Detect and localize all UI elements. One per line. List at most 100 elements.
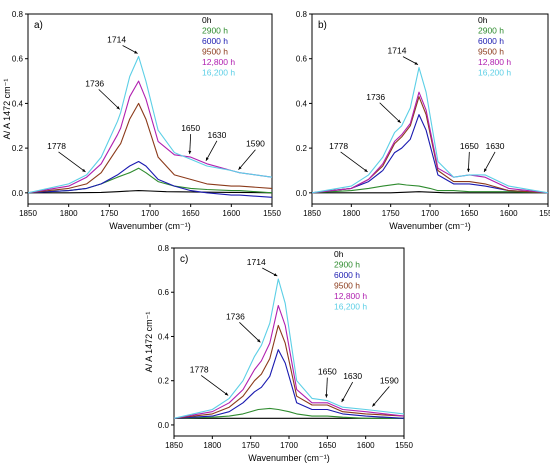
- peak-annotation: 1714: [388, 46, 407, 56]
- y-axis-label: A/ A 1472 cm⁻¹: [144, 312, 154, 373]
- plot-frame: [173, 247, 405, 437]
- annotation-arrowhead: [257, 339, 261, 343]
- series-line-9500h: [173, 324, 405, 419]
- y-tick-label: 0.0: [158, 421, 170, 430]
- peak-annotation: 1630: [207, 130, 226, 140]
- x-axis-label: Wavenumber (cm⁻¹): [109, 221, 190, 231]
- series-line-16200h: [311, 67, 549, 194]
- series-line-6000h: [27, 160, 273, 198]
- annotation-arrowhead: [324, 394, 329, 398]
- peak-annotation: 1650: [460, 141, 479, 151]
- panel-label: a): [34, 20, 43, 31]
- y-tick-label: 0.6: [158, 288, 170, 297]
- legend-entry: 0h: [334, 249, 344, 259]
- x-tick-label: 1800: [342, 209, 360, 218]
- series-line-12800h: [311, 91, 549, 194]
- y-tick-label: 0.4: [12, 99, 24, 108]
- x-tick-label: 1600: [357, 441, 375, 450]
- y-tick-label: 0.2: [12, 144, 24, 153]
- annotation-arrowhead: [205, 157, 209, 161]
- annotation-arrowhead: [134, 50, 138, 54]
- series-line-6000h: [311, 114, 549, 194]
- series-line-12800h: [173, 304, 405, 419]
- series-line-16200h: [173, 278, 405, 419]
- x-tick-label: 1550: [263, 209, 281, 218]
- y-tick-label: 0.6: [296, 55, 308, 64]
- annotation-arrowhead: [188, 150, 192, 155]
- series-line-6000h: [173, 349, 405, 419]
- x-tick-label: 1650: [182, 209, 200, 218]
- x-tick-label: 1750: [242, 441, 260, 450]
- y-tick-label: 0.8: [12, 10, 24, 19]
- peak-annotation: 1736: [85, 78, 104, 88]
- series-line-9500h: [27, 102, 273, 194]
- x-tick-label: 1700: [280, 441, 298, 450]
- series-line-0h: [312, 191, 548, 194]
- annotation-arrow: [467, 151, 470, 172]
- y-tick-label: 0.0: [296, 189, 308, 198]
- legend-entry: 16,200 h: [334, 302, 367, 312]
- x-axis-label: Wavenumber (cm⁻¹): [389, 221, 470, 231]
- legend-entry: 2900 h: [334, 260, 360, 270]
- annotation-arrow: [205, 140, 218, 161]
- y-tick-label: 0.8: [158, 244, 170, 253]
- annotation-arrowhead: [224, 392, 229, 396]
- x-tick-label: 1850: [303, 209, 321, 218]
- annotation-arrowhead: [273, 273, 278, 276]
- annotation-arrow: [189, 134, 192, 155]
- annotation-arrow: [238, 149, 256, 170]
- series-line-0h: [28, 190, 273, 194]
- annotation-arrow: [379, 102, 401, 124]
- legend-entry: 0h: [478, 15, 488, 25]
- x-tick-label: 1600: [500, 209, 518, 218]
- series-line-12800h: [27, 80, 273, 194]
- x-tick-label: 1750: [100, 209, 118, 218]
- legend-entry: 12,800 h: [202, 57, 235, 67]
- y-tick-label: 0.4: [158, 332, 170, 341]
- annotation-arrowhead: [372, 403, 376, 407]
- y-tick-label: 0.2: [158, 377, 170, 386]
- x-tick-label: 1650: [318, 441, 336, 450]
- series-line-2900h: [311, 183, 549, 194]
- legend-entry: 2900 h: [202, 26, 228, 36]
- peak-annotation: 1736: [226, 311, 245, 321]
- legend-entry: 9500 h: [202, 47, 228, 57]
- annotation-arrowhead: [484, 168, 487, 172]
- y-tick-label: 0.6: [12, 55, 24, 64]
- peak-annotation: 1736: [366, 92, 385, 102]
- peak-annotation: 1714: [107, 34, 126, 44]
- annotation-arrow: [200, 375, 229, 396]
- annotation-arrowhead: [82, 168, 86, 172]
- annotation-arrow: [58, 151, 86, 173]
- annotation-arrow: [340, 151, 368, 173]
- legend-entry: 9500 h: [478, 47, 504, 57]
- annotation-arrow: [483, 151, 496, 173]
- series-line-16200h: [27, 55, 273, 194]
- legend-entry: 12,800 h: [334, 291, 367, 301]
- panel-label: b): [318, 20, 327, 31]
- x-tick-label: 1550: [395, 441, 413, 450]
- x-tick-label: 1550: [539, 209, 550, 218]
- peak-annotation: 1590: [380, 375, 399, 385]
- legend-entry: 12,800 h: [478, 57, 511, 67]
- legend-entry: 9500 h: [334, 281, 360, 291]
- y-tick-label: 0.0: [12, 189, 24, 198]
- x-tick-label: 1750: [382, 209, 400, 218]
- panel-label: c): [180, 254, 188, 265]
- legend-entry: 16,200 h: [202, 68, 235, 78]
- annotation-arrowhead: [466, 168, 471, 172]
- y-tick-label: 0.4: [296, 99, 308, 108]
- annotation-arrow: [372, 386, 390, 407]
- peak-annotation: 1778: [329, 141, 348, 151]
- x-tick-label: 1850: [19, 209, 37, 218]
- peak-annotation: 1590: [246, 139, 265, 149]
- y-tick-label: 0.8: [296, 10, 308, 19]
- peak-annotation: 1630: [486, 141, 505, 151]
- legend-entry: 6000 h: [478, 36, 504, 46]
- peak-annotation: 1778: [47, 141, 66, 151]
- panel-a: 1850 1800 1750 1700 1650 1600 1550 0.0 0.2 0.4 0.6…: [2, 10, 281, 231]
- annotation-arrowhead: [238, 166, 242, 170]
- legend-entry: 2900 h: [478, 26, 504, 36]
- y-tick-label: 0.2: [296, 144, 308, 153]
